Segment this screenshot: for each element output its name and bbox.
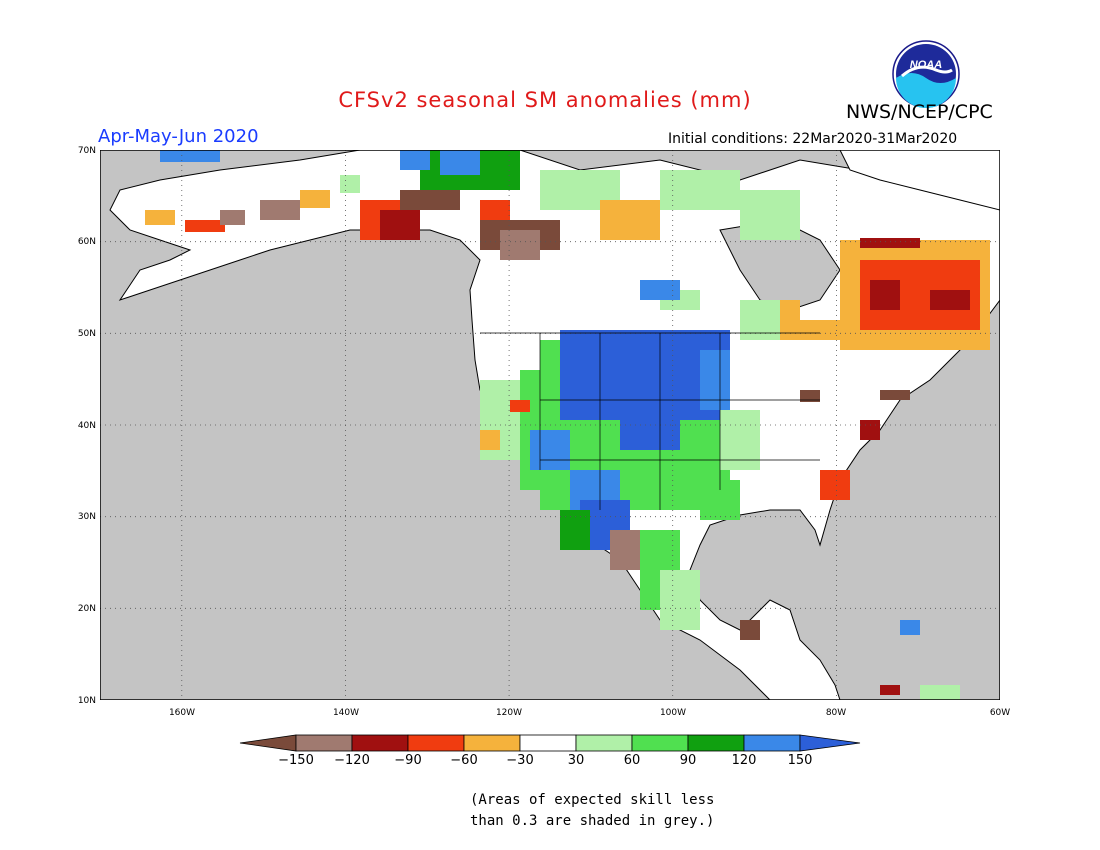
lat-label: 40N — [78, 421, 96, 431]
legend-tick-label: 150 — [788, 753, 813, 768]
legend-colorbar: −150 −120 −90 −60 −30 30 60 90 120 150 — [239, 734, 861, 768]
forecast-period: Apr-May-Jun 2020 — [98, 126, 259, 147]
skill-footnote: (Areas of expected skill less than 0.3 a… — [470, 790, 730, 832]
lat-label: 60N — [78, 237, 96, 247]
legend-arrow-high — [799, 734, 861, 752]
legend-swatch — [743, 734, 801, 752]
legend-tick-label: −60 — [450, 753, 477, 768]
anomaly-map — [100, 150, 1000, 700]
legend-swatch — [295, 734, 353, 752]
lon-label: 60W — [990, 708, 1010, 718]
legend-tick-label: 60 — [624, 753, 641, 768]
political-borders — [480, 332, 820, 510]
legend-tick-label: 90 — [680, 753, 697, 768]
legend-swatch — [351, 734, 409, 752]
legend-tick-label: −30 — [506, 753, 533, 768]
legend-tick-label: 120 — [732, 753, 757, 768]
lon-label: 80W — [826, 708, 846, 718]
noaa-logo: NOAA — [892, 40, 960, 108]
legend-tick-label: −120 — [334, 753, 370, 768]
agency-label: NWS/NCEP/CPC — [846, 101, 993, 123]
lat-label: 20N — [78, 604, 96, 614]
legend-arrow-low — [239, 734, 297, 752]
lat-label: 30N — [78, 512, 96, 522]
lon-label: 140W — [333, 708, 359, 718]
legend-swatch — [463, 734, 521, 752]
land-greenland — [839, 150, 1000, 211]
lat-label: 50N — [78, 329, 96, 339]
svg-text:NOAA: NOAA — [910, 59, 942, 71]
lon-label: 120W — [496, 708, 522, 718]
initial-conditions: Initial conditions: 22Mar2020-31Mar2020 — [668, 131, 958, 147]
lon-label: 100W — [660, 708, 686, 718]
legend-tick-label: 30 — [568, 753, 585, 768]
legend-swatch — [631, 734, 689, 752]
legend-tick-label: −90 — [394, 753, 421, 768]
map-title: CFSv2 seasonal SM anomalies (mm) — [338, 88, 752, 112]
footnote-line: than 0.3 are shaded in grey.) — [470, 813, 715, 829]
lat-axis: 70N 60N 50N 40N 30N 20N 10N — [78, 146, 96, 706]
legend-swatch — [407, 734, 465, 752]
legend-tick-label: −150 — [278, 753, 314, 768]
lat-label: 10N — [78, 696, 96, 706]
legend-swatch — [519, 734, 577, 752]
lon-label: 160W — [169, 708, 195, 718]
lon-axis: 160W 140W 120W 100W 80W 60W — [169, 708, 1010, 718]
legend-swatch — [687, 734, 745, 752]
footnote-line: (Areas of expected skill less — [470, 792, 715, 808]
lat-label: 70N — [78, 146, 96, 156]
legend-swatch — [575, 734, 633, 752]
